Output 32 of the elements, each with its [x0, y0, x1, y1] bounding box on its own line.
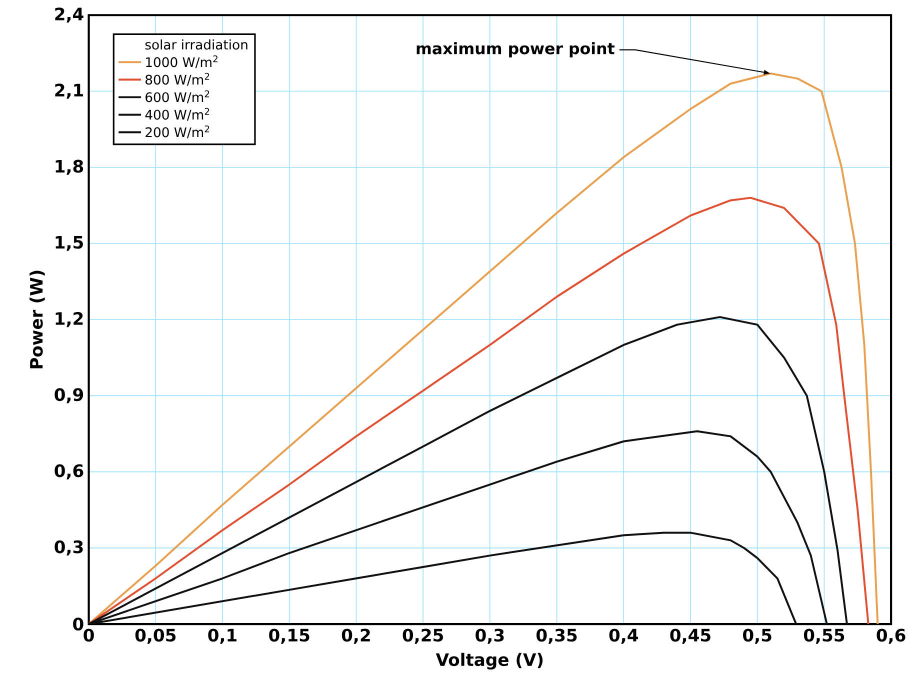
x-tick-label: 0,15 [269, 628, 310, 644]
x-tick-label: 0 [84, 628, 94, 642]
x-tick-label: 0,3 [476, 628, 504, 644]
legend-label: 200 W/m$^{2}$ [146, 125, 210, 138]
annotation: maximum power point [416, 42, 614, 58]
y-tick-label: 0,3 [54, 540, 83, 556]
legend-label: 600 W/m$^{2}$ [146, 90, 210, 104]
y-tick-label: 2,4 [55, 7, 84, 22]
y-tick-label: 2,1 [55, 83, 83, 99]
legend-label: 1000 W/m$^{2}$ [146, 55, 218, 68]
x-tick-label: 0,25 [402, 628, 443, 644]
line-series [88, 196, 870, 624]
y-tick-label: 1,8 [56, 160, 84, 175]
legend-label: 800 W/m$^{2}$ [146, 72, 210, 86]
x-tick-label: 0,1 [208, 628, 236, 644]
y-tick-label: 1,5 [56, 236, 83, 251]
x-tick-label: 0,4 [609, 628, 638, 644]
x-tick-label: 0,5 [743, 628, 772, 644]
legend-title: solar irradiation [145, 39, 248, 50]
x-tick-label: 0,35 [536, 628, 577, 644]
x-axis-title: Voltage (V) [436, 652, 543, 670]
legend-label: 400 W/m$^{2}$ [145, 108, 210, 121]
y-tick-label: 1,2 [56, 312, 83, 327]
y-tick-label: 0,6 [54, 464, 84, 480]
x-tick-label: 0,6 [876, 628, 906, 644]
y-tick-label: 0,9 [54, 388, 84, 404]
y-axis-title: Power (W) [30, 270, 45, 368]
x-tick-label: 0,05 [135, 628, 176, 644]
x-tick-label: 0,55 [804, 628, 844, 644]
x-tick-label: 0,2 [342, 628, 370, 644]
y-tick-label: 0 [73, 617, 84, 630]
x-tick-label: 0,45 [670, 628, 710, 644]
